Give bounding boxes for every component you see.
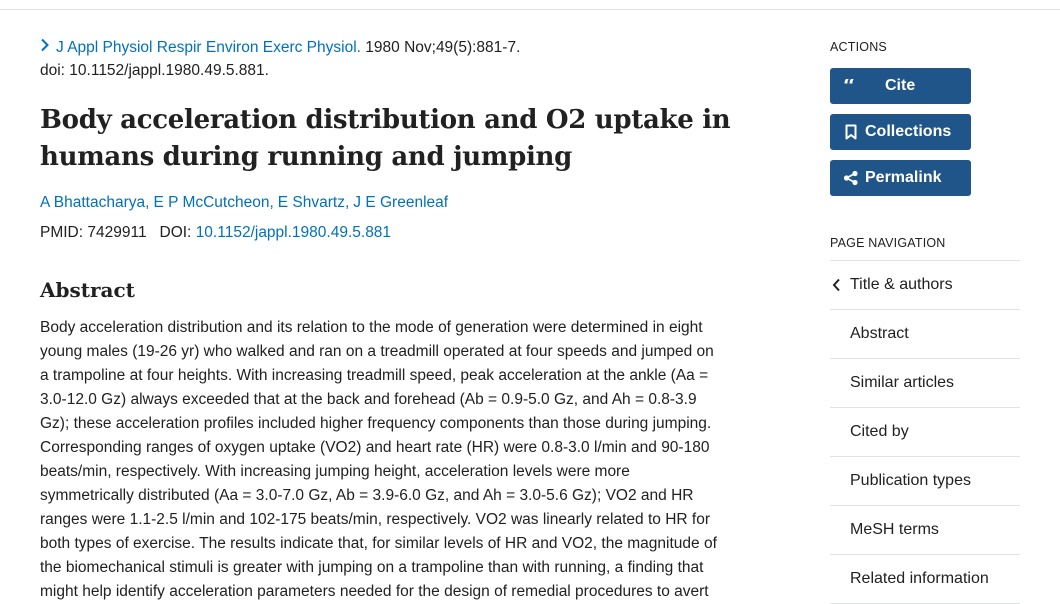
nav-item-label: Similar articles [850,374,955,391]
page-title: Body acceleration distribution and O2 up… [40,102,760,176]
author-link[interactable]: A Bhattacharya [40,194,146,212]
abstract-line: Corresponding ranges of oxygen uptake (V… [40,439,710,457]
abstract-line: young males (19-26 yr) who walked and ra… [40,343,714,361]
author-link[interactable]: J E Greenleaf [353,194,449,212]
abstract-line: symmetrically distributed (Aa = 3.0-7.0 … [40,487,694,505]
page-navigation: Title & authors Abstract Similar article… [830,260,1020,604]
svg-text:“: “ [843,79,856,93]
header-divider [0,0,1060,10]
article-main: J Appl Physiol Respir Environ Exerc Phys… [40,36,760,604]
abstract-text: Body acceleration distribution and its r… [40,316,758,604]
nav-item-label: Publication types [850,472,971,489]
author-separator: , [145,194,150,212]
chevron-right-icon[interactable] [40,36,50,59]
nav-item-label: MeSH terms [850,521,939,538]
author-link[interactable]: E P McCutcheon [153,194,270,212]
pmid-value: 7429911 [87,224,147,242]
abstract-line: ranges were 1.1-2.5 l/min and 102-175 be… [40,511,710,529]
nav-item-cited-by[interactable]: Cited by [830,408,1020,457]
abstract-line: might help identify acceleration paramet… [40,583,709,601]
abstract-line: both types of exercise. The results indi… [40,535,717,553]
title-line-1: Body acceleration distribution and O2 up… [40,105,731,136]
quote-icon: “ [842,77,860,95]
nav-item-mesh-terms[interactable]: MeSH terms [830,506,1020,555]
nav-item-related-information[interactable]: Related information [830,555,1020,604]
nav-item-label: Cited by [850,423,909,440]
nav-item-label: Title & authors [850,276,953,293]
author-list: A Bhattacharya, E P McCutcheon, E Shvartz,… [40,194,760,212]
cite-label: Cite [885,77,916,94]
bookmark-icon [842,123,860,141]
permalink-button[interactable]: Permalink [830,160,971,196]
citation-date: 1980 Nov;49(5):881-7. [365,39,521,56]
actions-label: ACTIONS [830,40,887,54]
nav-item-abstract[interactable]: Abstract [830,310,1020,359]
chevron-left-icon [832,278,841,297]
abstract-line: Gz); these acceleration profiles include… [40,415,712,433]
doi-link[interactable]: 10.1152/jappl.1980.49.5.881 [195,224,392,242]
author-separator: , [269,194,274,212]
nav-item-similar-articles[interactable]: Similar articles [830,359,1020,408]
abstract-line: the biomechanical stimuli is greater wit… [40,559,704,577]
abstract-line: Body acceleration distribution and its r… [40,319,703,337]
author-separator: , [344,194,350,212]
nav-item-label: Abstract [850,325,909,342]
abstract-line: 3.0-12.0 Gz) always exceeded that at the… [40,391,697,409]
abstract-line: beats/min, respectively. With increasing… [40,463,630,481]
collections-label: Collections [865,123,952,140]
nav-item-title-authors[interactable]: Title & authors [830,261,1020,310]
identifiers: PMID: 7429911 DOI: 10.1152/jappl.1980.49… [40,224,760,242]
nav-item-publication-types[interactable]: Publication types [830,457,1020,506]
citation-doi: doi: 10.1152/jappl.1980.49.5.881. [40,62,269,80]
pmid-label: PMID: [40,224,84,242]
sidebar: ACTIONS “ Cite Collections Permalink PAG… [830,40,1020,604]
share-icon [842,169,860,187]
abstract-line: a trampoline at four heights. With incre… [40,367,709,385]
permalink-label: Permalink [865,169,942,186]
nav-item-label: Related information [850,570,989,587]
page-navigation-label: PAGE NAVIGATION [830,236,946,250]
doi-label: DOI: [159,224,192,242]
collections-button[interactable]: Collections [830,114,971,150]
title-line-2: humans during running and jumping [40,142,573,173]
abstract-heading: Abstract [40,278,135,303]
citation: J Appl Physiol Respir Environ Exerc Phys… [40,36,760,82]
cite-button[interactable]: “ Cite [830,68,971,104]
author-link[interactable]: E Shvartz [277,194,345,212]
journal-link[interactable]: J Appl Physiol Respir Environ Exerc Phys… [56,39,361,56]
